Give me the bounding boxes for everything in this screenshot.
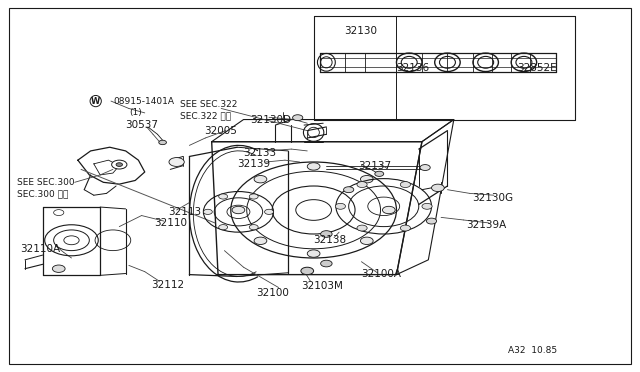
Circle shape <box>169 158 184 166</box>
Text: A32  10.85: A32 10.85 <box>508 346 557 355</box>
Circle shape <box>360 176 373 183</box>
Circle shape <box>204 209 212 214</box>
Text: 32136: 32136 <box>396 63 429 73</box>
Text: 32130D: 32130D <box>250 115 291 125</box>
Circle shape <box>116 163 122 166</box>
Text: 32130G: 32130G <box>472 193 513 203</box>
Text: 32137: 32137 <box>358 161 391 171</box>
Text: 32112: 32112 <box>151 280 184 290</box>
Circle shape <box>307 163 320 170</box>
Text: 32110A: 32110A <box>20 244 61 254</box>
Text: 32852E: 32852E <box>518 63 557 73</box>
Circle shape <box>400 182 410 187</box>
Circle shape <box>249 225 258 230</box>
Circle shape <box>292 115 303 121</box>
Text: SEC.322 参照: SEC.322 参照 <box>180 111 231 121</box>
Circle shape <box>307 250 320 257</box>
Text: 32113: 32113 <box>168 207 202 217</box>
Circle shape <box>321 260 332 267</box>
Text: 30537: 30537 <box>125 120 159 130</box>
Circle shape <box>383 206 395 214</box>
Circle shape <box>249 194 258 199</box>
Circle shape <box>264 209 273 214</box>
Circle shape <box>254 237 267 244</box>
Text: 32130: 32130 <box>344 26 377 36</box>
Text: SEE SEC.300: SEE SEC.300 <box>17 178 75 187</box>
Text: 32138: 32138 <box>314 234 347 244</box>
Circle shape <box>360 237 373 244</box>
Circle shape <box>400 225 410 231</box>
Circle shape <box>357 182 367 187</box>
Text: 32133: 32133 <box>244 148 276 158</box>
Text: (1): (1) <box>129 108 141 117</box>
Text: 32100A: 32100A <box>362 269 401 279</box>
Circle shape <box>159 140 166 145</box>
Circle shape <box>426 218 436 224</box>
Circle shape <box>357 225 367 231</box>
Text: 32005: 32005 <box>204 126 237 136</box>
Circle shape <box>422 203 432 209</box>
Circle shape <box>321 231 332 237</box>
Text: 08915-1401A: 08915-1401A <box>113 97 174 106</box>
Text: 32100: 32100 <box>256 288 289 298</box>
Circle shape <box>344 187 354 193</box>
Circle shape <box>52 265 65 272</box>
Text: 32103M: 32103M <box>301 281 343 291</box>
Circle shape <box>431 184 444 192</box>
Circle shape <box>219 225 228 230</box>
Text: W: W <box>91 97 100 106</box>
Circle shape <box>375 171 384 176</box>
Circle shape <box>254 176 267 183</box>
Text: 32139: 32139 <box>237 159 270 169</box>
Text: 32110: 32110 <box>154 218 188 228</box>
Circle shape <box>301 267 314 275</box>
Circle shape <box>335 203 346 209</box>
Text: SEC.300 参照: SEC.300 参照 <box>17 189 68 198</box>
Circle shape <box>219 194 228 199</box>
Circle shape <box>111 160 127 169</box>
Text: 32139A: 32139A <box>467 220 507 230</box>
Text: SEE SEC.322: SEE SEC.322 <box>180 100 237 109</box>
Circle shape <box>232 206 245 214</box>
Circle shape <box>420 164 430 170</box>
